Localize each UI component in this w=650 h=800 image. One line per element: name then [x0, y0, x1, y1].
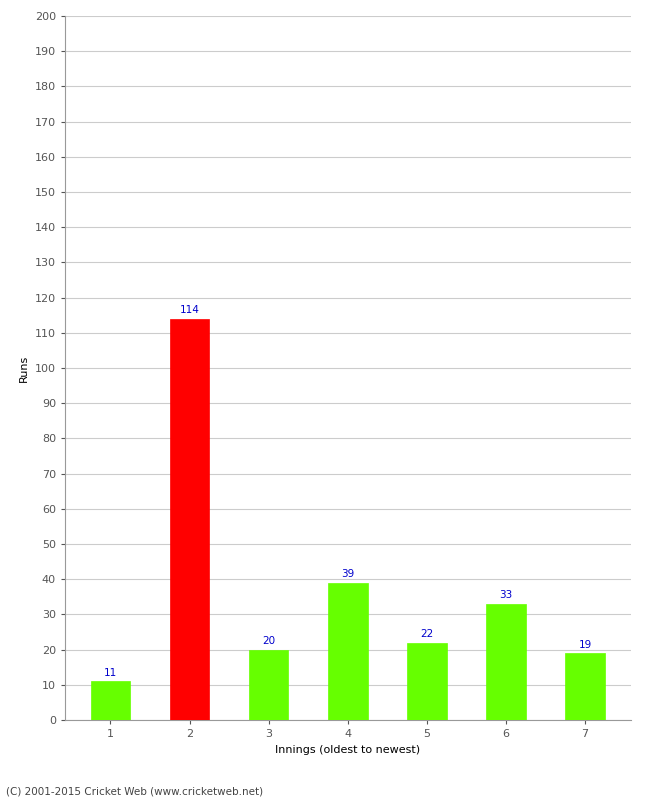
Y-axis label: Runs: Runs: [20, 354, 29, 382]
Text: 39: 39: [341, 570, 354, 579]
Bar: [407, 642, 447, 720]
Text: 19: 19: [578, 640, 592, 650]
Bar: [91, 682, 130, 720]
Bar: [249, 650, 289, 720]
Text: 11: 11: [104, 668, 117, 678]
Bar: [566, 653, 604, 720]
Bar: [486, 604, 526, 720]
Text: 22: 22: [420, 629, 434, 639]
Text: 20: 20: [262, 636, 275, 646]
Text: (C) 2001-2015 Cricket Web (www.cricketweb.net): (C) 2001-2015 Cricket Web (www.cricketwe…: [6, 786, 264, 796]
Text: 114: 114: [179, 305, 200, 315]
Bar: [170, 318, 209, 720]
Text: 33: 33: [499, 590, 513, 600]
X-axis label: Innings (oldest to newest): Innings (oldest to newest): [275, 745, 421, 754]
Bar: [328, 582, 367, 720]
